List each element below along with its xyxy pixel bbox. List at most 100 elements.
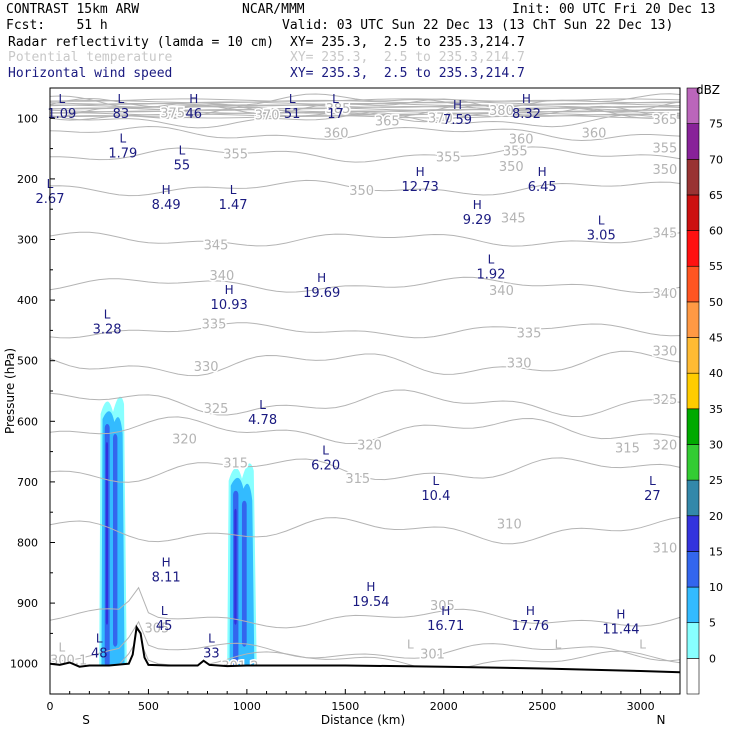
- theta-minimum-marker: L: [639, 638, 646, 652]
- colorbar-level-label: 35: [709, 403, 723, 416]
- theta-contour-line: [50, 586, 680, 629]
- theta-contour-label: 330: [507, 357, 532, 372]
- theta-contour-label: 310: [652, 542, 677, 557]
- init-time: Init: 00 UTC Fri 20 Dec 13: [512, 2, 716, 17]
- x-endpoint-south: S: [82, 713, 90, 727]
- wind-extremum-value: 7.59: [443, 113, 472, 128]
- theta-contour-line: [50, 457, 680, 483]
- forecast-hour: Fcst: 51 h: [6, 18, 108, 33]
- wind-extremum-type: L: [179, 144, 186, 158]
- colorbar-level-label: 15: [709, 545, 723, 558]
- x-endpoint-north: N: [657, 713, 666, 727]
- wind-extremum-value: 10.93: [211, 298, 248, 313]
- theta-contour-upper: [50, 107, 680, 111]
- colorbar-level-label: 70: [709, 153, 723, 166]
- theta-contour-label: 345: [652, 226, 677, 241]
- colorbar-level-label: 20: [709, 510, 723, 523]
- theta-contour-label: 355: [223, 148, 248, 163]
- theta-contour-line: [50, 516, 680, 545]
- field-wind-xy: XY= 235.3, 2.5 to 235.3,214.7: [290, 66, 525, 81]
- theta-contour-label: 355: [503, 145, 528, 160]
- theta-contour-label: 365: [375, 114, 400, 129]
- wind-extremum-value: 48: [91, 646, 108, 661]
- wind-extremum-type: L: [230, 183, 237, 197]
- terrain-line: [50, 624, 680, 674]
- wind-extremum-type: L: [259, 398, 266, 412]
- wind-extremum-value: 19.54: [352, 595, 389, 610]
- wind-extremum-value: 10.4: [421, 489, 450, 504]
- x-tick-label: 500: [138, 700, 159, 713]
- wind-extremum-value: 16.71: [427, 619, 464, 634]
- colorbar-swatch: [686, 408, 700, 445]
- wind-extremum-type: L: [649, 474, 656, 488]
- colorbar-level-label: 65: [709, 189, 723, 202]
- colorbar-swatch: [686, 479, 700, 517]
- wind-extremum-type: H: [473, 198, 482, 212]
- wind-extremum-type: L: [58, 92, 65, 106]
- wind-extremum-type: H: [162, 556, 171, 570]
- wind-extremum-type: L: [118, 92, 125, 106]
- theta-contour-upper: [50, 110, 680, 114]
- wind-extremum-value: 9.29: [463, 213, 492, 228]
- field-reflectivity-xy: XY= 235.3, 2.5 to 235.3,214.7: [290, 35, 525, 50]
- theta-contour-label: 305: [430, 599, 455, 614]
- theta-contour-label: 345: [204, 239, 229, 254]
- theta-contour-label: 325: [652, 393, 677, 408]
- reflectivity-core-15dbz: [241, 500, 247, 647]
- theta-contour-upper: [50, 115, 680, 119]
- wind-extremum-value: 11.44: [602, 622, 639, 637]
- theta-contour-label: 350: [349, 184, 374, 199]
- theta-contour-line: [50, 416, 680, 445]
- wind-extremum-value: 19.69: [303, 286, 340, 301]
- x-tick-label: 0: [47, 700, 54, 713]
- theta-contour-line: [50, 146, 680, 163]
- theta-contour-label: 370: [255, 108, 280, 123]
- wind-extremum-value: 27: [644, 489, 661, 504]
- x-tick-label: 2500: [528, 700, 556, 713]
- colorbar-swatch: [686, 123, 700, 160]
- wind-extremum-type: H: [522, 92, 531, 106]
- colorbar-swatch: [686, 515, 700, 552]
- theta-contour-label: 340: [209, 269, 234, 284]
- wind-extremum-type: H: [416, 165, 425, 179]
- y-tick-label: 100: [17, 112, 38, 125]
- wind-extremum-value: 1.92: [477, 268, 506, 283]
- theta-contour-label: 360: [582, 126, 607, 141]
- wind-extremum-value: 1.79: [108, 147, 137, 162]
- theta-contour-label: 305: [145, 622, 170, 637]
- theta-minimum-marker: L: [555, 638, 562, 652]
- wind-extremum-type: L: [104, 307, 111, 321]
- colorbar-level-label: 25: [709, 474, 723, 487]
- theta-contour-line: [50, 231, 680, 247]
- theta-contour-label: 345: [501, 211, 526, 226]
- wind-extremum-type: L: [322, 444, 329, 458]
- colorbar-swatch: [686, 622, 700, 659]
- wind-extremum-value: 1.47: [219, 198, 248, 213]
- colorbar-level-label: 10: [709, 581, 723, 594]
- theta-minimum-marker: L: [407, 638, 414, 652]
- y-tick-label: 200: [17, 173, 38, 186]
- theta-contour-upper: [50, 103, 680, 107]
- valid-time: Valid: 03 UTC Sun 22 Dec 13 (13 ChT Sun …: [282, 18, 674, 33]
- wind-extremum-type: H: [441, 604, 450, 618]
- y-axis-label: Pressure (hPa): [3, 348, 17, 434]
- wind-extremum-value: 17.76: [512, 619, 549, 634]
- theta-contour-label: 325: [204, 402, 229, 417]
- wind-extremum-value: 45: [156, 619, 173, 634]
- colorbar-level-label: 5: [709, 617, 716, 630]
- colorbar-level-label: 75: [709, 118, 723, 131]
- y-tick-label: 800: [17, 537, 38, 550]
- colorbar-swatch: [686, 372, 700, 410]
- theta-contour-label: 335: [517, 326, 542, 341]
- theta-contour-label: 301: [420, 648, 445, 663]
- wind-extremum-type: H: [225, 283, 234, 297]
- wind-extremum-value: 8.49: [152, 198, 181, 213]
- theta-contour-line: [50, 350, 680, 377]
- colorbar-swatch: [686, 158, 700, 196]
- theta-contour-line: [50, 636, 680, 671]
- colorbar-swatch: [686, 194, 700, 231]
- model-title: CONTRAST 15km ARW: [6, 2, 140, 17]
- field-wind-name: Horizontal wind speed: [8, 66, 173, 81]
- y-tick-label: 300: [17, 234, 38, 247]
- theta-contour-label: 380: [489, 104, 514, 119]
